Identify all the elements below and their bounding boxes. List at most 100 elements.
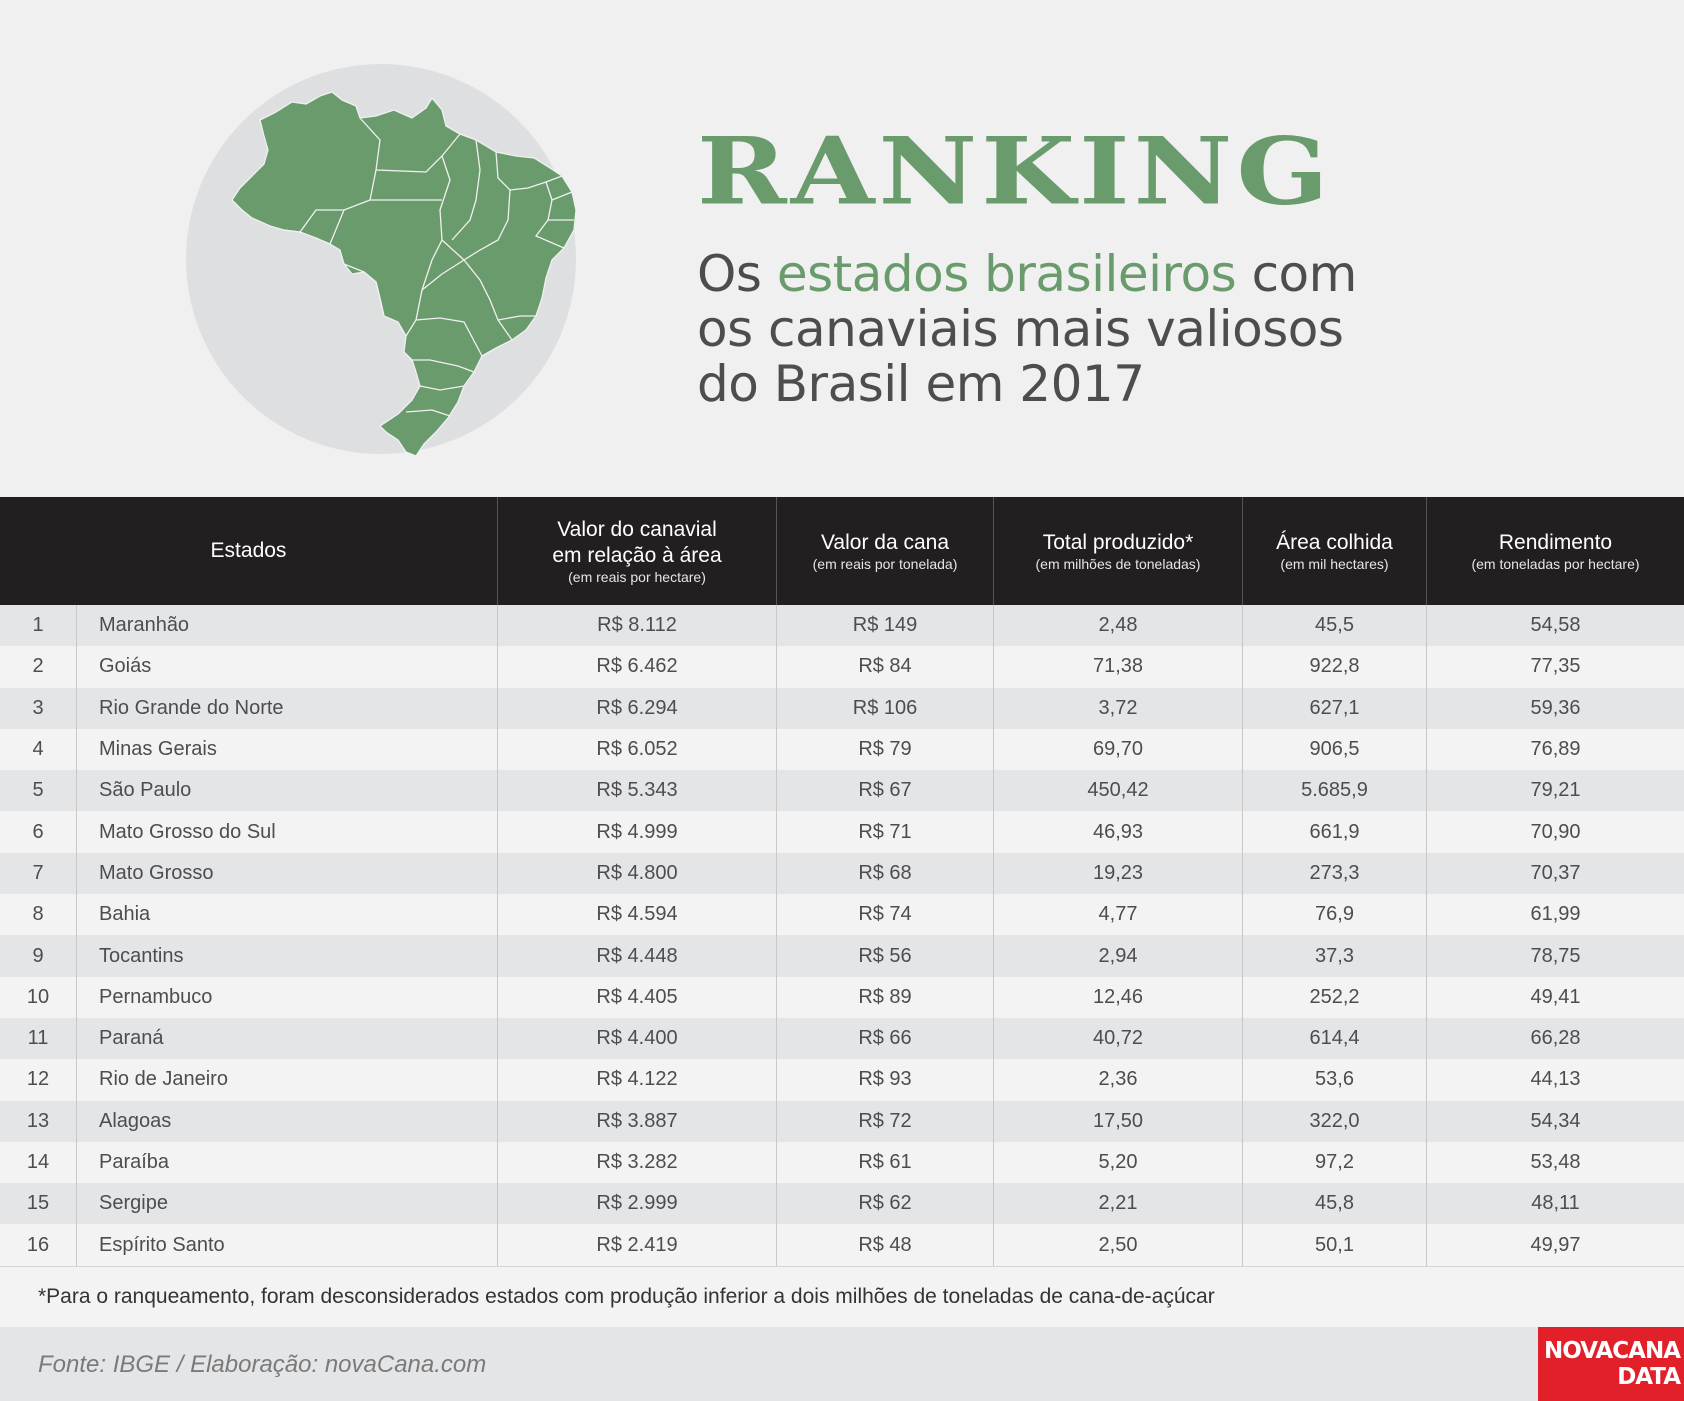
table-row: 9 Tocantins R$ 4.448 R$ 56 2,94 37,3 78,75: [0, 935, 1684, 977]
subtitle-text: Os: [697, 245, 777, 303]
cell-total-produzido: 46,93: [994, 811, 1243, 853]
cell-valor-canavial: R$ 6.462: [498, 646, 777, 688]
cell-valor-cana: R$ 48: [777, 1224, 994, 1266]
cell-valor-cana: R$ 72: [777, 1100, 994, 1142]
cell-area-colhida: 906,5: [1243, 728, 1427, 771]
page-title: RANKING: [697, 117, 1333, 226]
table-row: 15 Sergipe R$ 2.999 R$ 62 2,21 45,8 48,11: [0, 1183, 1684, 1225]
table-row: 11 Paraná R$ 4.400 R$ 66 40,72 614,4 66,28: [0, 1017, 1684, 1060]
table-body: 1 Maranhão R$ 8.112 R$ 149 2,48 45,5 54,58 2 Goi…: [0, 605, 1684, 1266]
header-area-colhida: Área colhida (em mil hectares): [1243, 497, 1427, 605]
source-text: Fonte: IBGE / Elaboração: novaCana.com: [38, 1351, 487, 1378]
table-row: 5 São Paulo R$ 5.343 R$ 67 450,42 5.685,9 79,2…: [0, 770, 1684, 812]
cell-valor-canavial: R$ 4.400: [498, 1017, 777, 1060]
cell-valor-cana: R$ 62: [777, 1183, 994, 1225]
cell-rendimento: 78,75: [1530, 944, 1581, 967]
cell-state: Goiás: [77, 646, 498, 688]
cell-total-produzido: 69,70: [994, 728, 1243, 771]
cell-rank: 11: [0, 1017, 77, 1060]
cell-rank: 9: [0, 935, 77, 977]
cell-area-colhida: 661,9: [1243, 811, 1427, 853]
header-label: Total produzido*: [1042, 531, 1194, 554]
cell-area-colhida: 76,9: [1243, 894, 1427, 936]
table-row: 3 Rio Grande do Norte R$ 6.294 R$ 106 3,72 62…: [0, 687, 1684, 729]
cell-state: Rio Grande do Norte: [77, 687, 498, 729]
cell-state: Paraná: [77, 1017, 498, 1060]
header-unit: (em reais por tonelada): [812, 556, 958, 572]
cell-valor-cana: R$ 84: [777, 646, 994, 688]
source-bar: Fonte: IBGE / Elaboração: novaCana.com: [0, 1327, 1684, 1401]
cell-valor-canavial: R$ 6.052: [498, 728, 777, 771]
cell-rendimento: 54,58: [1530, 614, 1581, 637]
cell-state: Mato Grosso: [77, 852, 498, 895]
header-label: Valor da cana: [820, 531, 950, 554]
cell-area-colhida: 614,4: [1243, 1017, 1427, 1060]
cell-rank: 13: [0, 1100, 77, 1142]
cell-rank: 8: [0, 894, 77, 936]
cell-state: Rio de Janeiro: [77, 1059, 498, 1101]
cell-rendimento: 77,35: [1530, 655, 1581, 678]
cell-rank: 5: [0, 770, 77, 812]
novacana-data-logo: NOVACANA DATA: [1538, 1327, 1684, 1401]
cell-valor-cana: R$ 68: [777, 852, 994, 895]
cell-valor-cana: R$ 67: [777, 770, 994, 812]
cell-rendimento: 61,99: [1530, 903, 1581, 926]
cell-rank: 15: [0, 1183, 77, 1225]
subtitle-line-2: os canaviais mais valiosos: [697, 300, 1344, 358]
cell-valor-cana: R$ 79: [777, 728, 994, 771]
cell-rank: 12: [0, 1059, 77, 1101]
cell-rank: 10: [0, 976, 77, 1018]
cell-total-produzido: 450,42: [994, 770, 1243, 812]
cell-valor-cana: R$ 66: [777, 1017, 994, 1060]
cell-rank: 1: [0, 605, 77, 647]
title-block: RANKING Os estados brasileiros com os ca…: [697, 125, 1647, 412]
table-row: 8 Bahia R$ 4.594 R$ 74 4,77 76,9 61,99: [0, 894, 1684, 936]
cell-total-produzido: 12,46: [994, 976, 1243, 1018]
cell-rank: 16: [0, 1224, 77, 1266]
cell-area-colhida: 50,1: [1243, 1224, 1427, 1266]
header-label: em relação à área: [552, 544, 722, 567]
cell-valor-cana: R$ 61: [777, 1141, 994, 1184]
header: RANKING Os estados brasileiros com os ca…: [0, 0, 1684, 497]
cell-total-produzido: 40,72: [994, 1017, 1243, 1060]
cell-rendimento: 76,89: [1530, 738, 1581, 761]
table-row: 13 Alagoas R$ 3.887 R$ 72 17,50 322,0 54,34: [0, 1100, 1684, 1142]
logo-line-1: NOVACANA: [1544, 1338, 1681, 1364]
table-row: 10 Pernambuco R$ 4.405 R$ 89 12,46 252,2 49,41: [0, 976, 1684, 1018]
cell-valor-canavial: R$ 4.800: [498, 852, 777, 895]
cell-area-colhida: 97,2: [1243, 1141, 1427, 1184]
cell-total-produzido: 2,50: [994, 1224, 1243, 1266]
cell-rendimento: 49,97: [1530, 1233, 1581, 1256]
cell-rank: 7: [0, 852, 77, 895]
table-row: 2 Goiás R$ 6.462 R$ 84 71,38 922,8 77,35: [0, 646, 1684, 688]
cell-total-produzido: 19,23: [994, 852, 1243, 895]
cell-area-colhida: 53,6: [1243, 1059, 1427, 1101]
header-unit: (em reais por hectare): [568, 569, 706, 585]
cell-valor-canavial: R$ 4.448: [498, 935, 777, 977]
cell-valor-cana: R$ 56: [777, 935, 994, 977]
cell-area-colhida: 627,1: [1243, 687, 1427, 729]
cell-valor-canavial: R$ 4.405: [498, 976, 777, 1018]
cell-valor-canavial: R$ 2.999: [498, 1183, 777, 1225]
table-row: 16 Espírito Santo R$ 2.419 R$ 48 2,50 50,1 49,…: [0, 1224, 1684, 1266]
cell-state: Bahia: [77, 894, 498, 936]
cell-area-colhida: 45,5: [1243, 605, 1427, 647]
table-row: 7 Mato Grosso R$ 4.800 R$ 68 19,23 273,3 70,37: [0, 852, 1684, 895]
cell-total-produzido: 71,38: [994, 646, 1243, 688]
cell-valor-cana: R$ 93: [777, 1059, 994, 1101]
table-row: 12 Rio de Janeiro R$ 4.122 R$ 93 2,36 53,6 44,…: [0, 1059, 1684, 1101]
cell-rendimento: 54,34: [1530, 1109, 1581, 1132]
header-unit: (em mil hectares): [1280, 556, 1389, 572]
cell-state: Paraíba: [77, 1141, 498, 1184]
cell-valor-canavial: R$ 2.419: [498, 1224, 777, 1266]
cell-total-produzido: 2,36: [994, 1059, 1243, 1101]
cell-area-colhida: 273,3: [1243, 852, 1427, 895]
cell-rendimento: 53,48: [1530, 1151, 1581, 1173]
header-valor-cana: Valor da cana (em reais por tonelada): [777, 497, 994, 605]
cell-valor-cana: R$ 149: [777, 605, 994, 647]
header-rendimento: Rendimento (em toneladas por hectare): [1427, 497, 1684, 605]
header-label: Valor do canavial: [557, 518, 717, 541]
page-subtitle: Os estados brasileiros com os canaviais …: [697, 247, 1647, 412]
cell-rendimento: 44,13: [1530, 1068, 1581, 1091]
cell-area-colhida: 45,8: [1243, 1183, 1427, 1225]
